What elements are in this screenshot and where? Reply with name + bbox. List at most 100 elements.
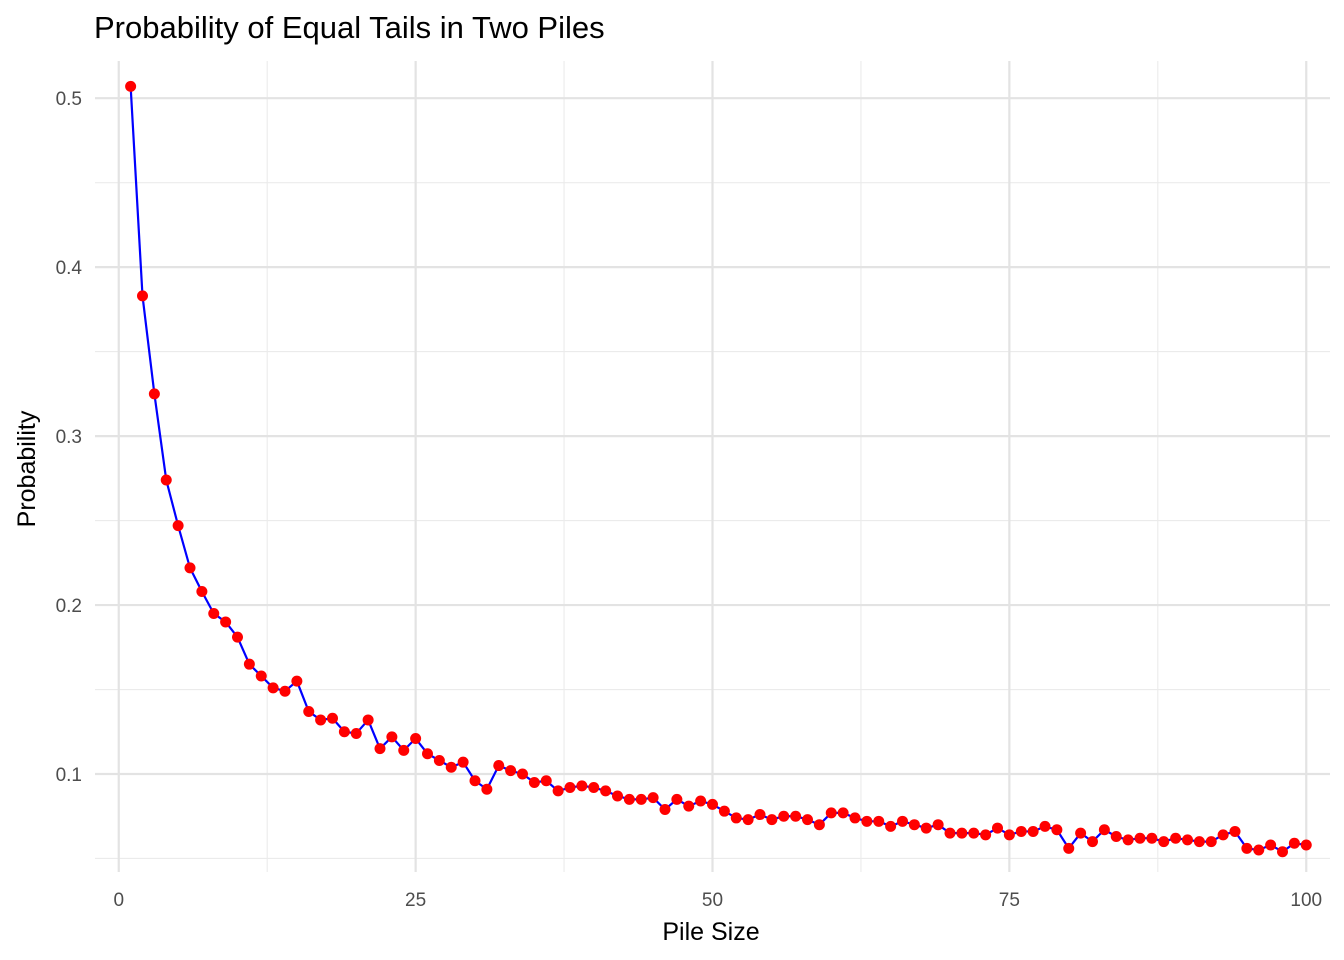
data-point <box>350 727 362 739</box>
data-point <box>243 658 255 670</box>
data-point <box>1098 824 1110 836</box>
data-point <box>754 809 766 821</box>
data-point <box>802 814 813 826</box>
data-point <box>1182 834 1193 846</box>
y-tick-label: 0.4 <box>56 258 83 279</box>
data-point <box>184 562 196 574</box>
data-point <box>267 682 279 694</box>
data-point <box>1217 829 1229 841</box>
data-point <box>1015 825 1027 837</box>
data-point <box>600 785 612 797</box>
data-point <box>315 714 327 726</box>
data-point <box>445 761 457 773</box>
data-point <box>422 748 433 760</box>
data-point <box>873 815 885 827</box>
data-point <box>279 685 291 697</box>
data-point <box>338 726 350 738</box>
data-point <box>386 731 398 743</box>
x-tick-label: 50 <box>702 890 723 911</box>
data-point <box>695 795 707 807</box>
data-point <box>1253 844 1265 856</box>
x-tick-label: 25 <box>405 890 426 911</box>
data-point <box>148 388 160 400</box>
data-point <box>469 775 481 787</box>
data-point <box>374 743 386 755</box>
data-point <box>1075 827 1087 839</box>
x-tick-label: 100 <box>1290 890 1322 911</box>
data-point <box>137 290 148 302</box>
data-point <box>1003 829 1015 841</box>
data-point <box>766 814 778 826</box>
data-point <box>398 744 410 756</box>
data-point <box>303 705 315 717</box>
data-point <box>1193 836 1205 848</box>
data-point <box>920 822 932 834</box>
data-point <box>707 798 718 810</box>
data-point <box>647 792 659 804</box>
x-tick-label: 75 <box>999 890 1020 911</box>
data-point <box>778 810 790 822</box>
data-point <box>718 805 730 817</box>
y-axis-title: Probability <box>13 410 41 527</box>
data-point <box>1146 832 1158 844</box>
data-point <box>327 712 338 724</box>
data-point <box>160 474 172 486</box>
data-point <box>837 807 849 819</box>
series-line <box>129 86 1307 853</box>
data-point <box>968 827 980 839</box>
data-point <box>790 810 802 822</box>
data-point <box>410 733 422 745</box>
data-point <box>1110 831 1122 843</box>
data-point <box>493 760 505 772</box>
data-point <box>635 793 647 805</box>
data-point <box>813 819 825 831</box>
data-point <box>196 586 208 598</box>
data-point <box>1277 846 1288 858</box>
x-axis-title: Pile Size <box>662 918 759 946</box>
data-point <box>220 616 232 628</box>
data-point <box>291 675 303 687</box>
data-point <box>671 793 683 805</box>
data-point <box>623 793 635 805</box>
data-point <box>232 631 243 643</box>
data-point <box>1158 836 1170 848</box>
data-point <box>481 783 493 795</box>
data-point <box>362 714 374 726</box>
data-point <box>908 819 920 831</box>
data-point <box>1134 832 1146 844</box>
x-tick-label: 0 <box>113 890 124 911</box>
data-point <box>1300 839 1312 851</box>
data-point <box>742 814 754 826</box>
data-point <box>1170 832 1182 844</box>
data-point <box>1229 825 1241 837</box>
data-point <box>1063 842 1075 854</box>
data-points <box>125 80 1312 858</box>
y-axis-tick-labels: 0.1 0.2 0.3 0.4 0.5 <box>56 89 83 786</box>
data-point <box>730 812 742 824</box>
data-point <box>980 829 992 841</box>
data-point <box>552 785 564 797</box>
data-point <box>588 782 600 794</box>
data-point <box>992 822 1003 834</box>
data-point <box>172 520 184 532</box>
y-tick-label: 0.5 <box>56 89 82 110</box>
data-point <box>885 820 897 832</box>
data-point <box>1027 825 1039 837</box>
x-axis-tick-labels: 0 25 50 75 100 <box>113 890 1322 911</box>
data-point <box>517 768 528 780</box>
data-point <box>932 819 944 831</box>
grid <box>95 61 1330 872</box>
data-point <box>849 812 861 824</box>
data-point <box>1051 824 1063 836</box>
y-tick-label: 0.1 <box>56 765 82 786</box>
data-point <box>1241 842 1253 854</box>
data-point <box>208 607 220 619</box>
data-point <box>683 800 695 812</box>
data-point <box>861 815 873 827</box>
data-point <box>540 775 552 787</box>
data-point <box>1122 834 1134 846</box>
data-point <box>1039 820 1051 832</box>
data-point <box>564 782 576 794</box>
data-point <box>457 756 469 768</box>
